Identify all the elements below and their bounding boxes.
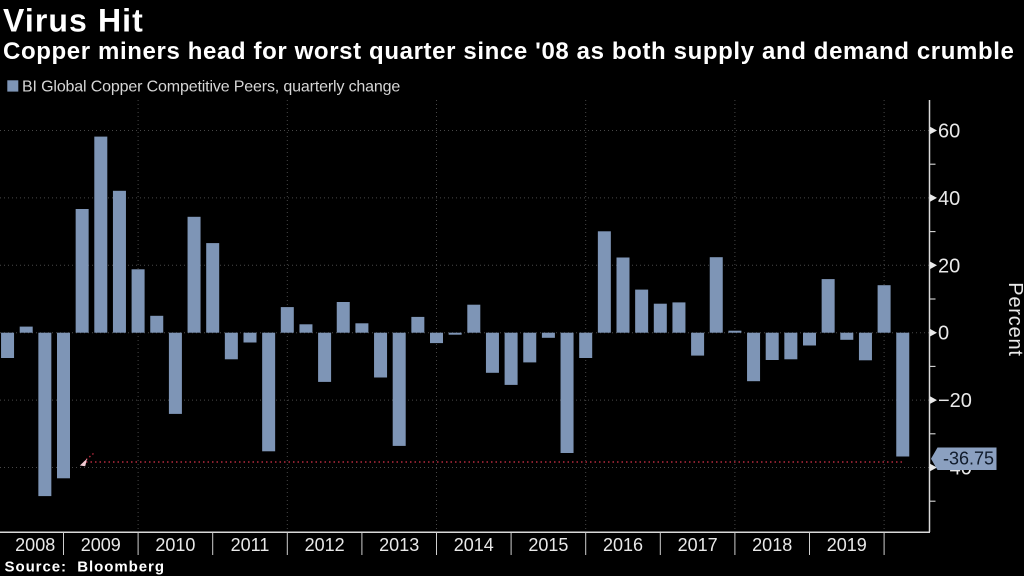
svg-text:2018: 2018 [752,535,792,555]
svg-text:BI Global Copper Competitive P: BI Global Copper Competitive Peers, quar… [22,79,400,96]
svg-text:2019: 2019 [827,535,867,555]
svg-text:2013: 2013 [379,535,419,555]
svg-text:2014: 2014 [454,535,494,555]
svg-text:−20: −20 [938,390,972,412]
svg-text:2008: 2008 [15,535,55,555]
svg-text:0: 0 [938,323,949,345]
svg-text:Copper miners head for worst q: Copper miners head for worst quarter sin… [3,38,1015,65]
svg-text:2009: 2009 [81,535,121,555]
svg-text:2015: 2015 [528,535,568,555]
svg-text:Source: Bloomberg: Source: Bloomberg [5,559,165,576]
svg-text:-36.75: -36.75 [943,449,994,469]
svg-text:2017: 2017 [678,535,718,555]
svg-text:60: 60 [938,121,960,143]
svg-text:2016: 2016 [603,535,643,555]
svg-text:20: 20 [938,255,960,277]
svg-text:Percent: Percent [1004,282,1024,357]
svg-text:Virus Hit: Virus Hit [3,3,144,39]
svg-text:2012: 2012 [305,535,345,555]
svg-text:40: 40 [938,188,960,210]
svg-text:2011: 2011 [231,535,270,555]
svg-text:2010: 2010 [155,535,195,555]
